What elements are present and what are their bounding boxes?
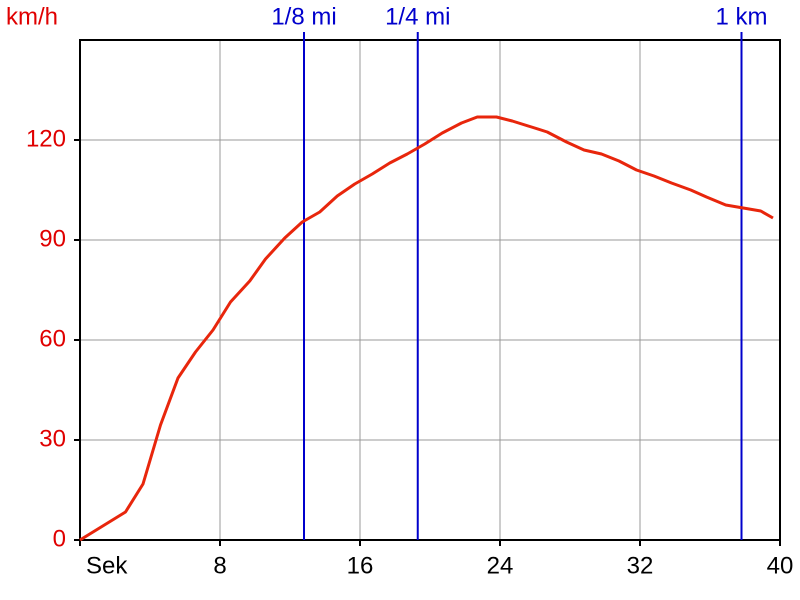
- y-axis-label: km/h: [6, 3, 58, 30]
- y-tick-label: 0: [53, 525, 66, 552]
- x-tick-label: Sek: [86, 552, 128, 579]
- x-tick-label: 40: [767, 552, 794, 579]
- y-tick-label: 30: [39, 425, 66, 452]
- plot-frame: [79, 39, 781, 541]
- distance-marker-label: 1 km: [715, 3, 767, 30]
- x-tick-label: 32: [627, 552, 654, 579]
- distance-marker-label: 1/8 mi: [271, 3, 336, 30]
- y-tick-label: 60: [39, 325, 66, 352]
- x-tick-label: 24: [487, 552, 514, 579]
- speed-line: [79, 115, 774, 542]
- x-tick-label: 16: [347, 552, 374, 579]
- y-tick-label: 120: [26, 125, 66, 152]
- x-tick-label: 8: [213, 552, 226, 579]
- distance-marker-label: 1/4 mi: [385, 3, 450, 30]
- y-tick-label: 90: [39, 225, 66, 252]
